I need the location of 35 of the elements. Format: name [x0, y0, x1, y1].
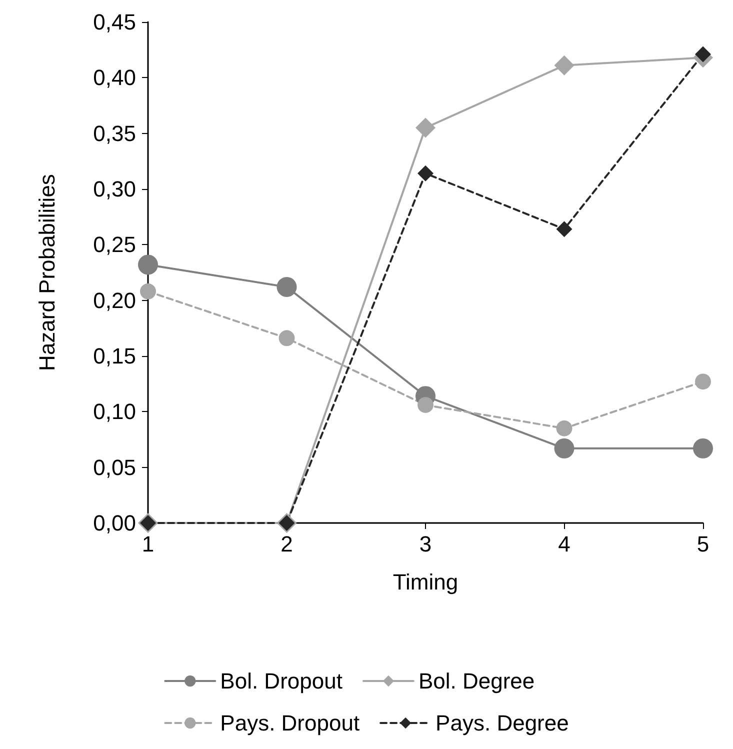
y-tick-label: 0,15 — [93, 344, 136, 368]
point — [276, 276, 297, 297]
y-tick-label: 0,30 — [93, 176, 136, 202]
y-tick-label: 0,05 — [93, 454, 136, 480]
y-tick-label: 0,45 — [93, 10, 136, 34]
point — [695, 374, 711, 390]
x-tick-label: 4 — [558, 532, 570, 556]
point — [554, 55, 574, 76]
point — [140, 283, 156, 300]
legend-label: Pays. Degree — [436, 710, 569, 736]
point — [556, 221, 572, 238]
y-tick-label: 0,20 — [93, 288, 136, 313]
point — [695, 46, 711, 62]
legend-label: Pays. Dropout — [220, 710, 360, 736]
y-tick-label: 0,10 — [93, 399, 136, 424]
y-tick-label: 0,25 — [93, 232, 136, 258]
point — [554, 438, 574, 458]
y-tick-label: 0,00 — [93, 510, 136, 536]
x-tick-label: 3 — [419, 532, 432, 556]
y-axis-title: Hazard Probabilities — [34, 174, 60, 371]
legend-label: Bol. Dropout — [220, 668, 342, 694]
x-axis-title: Timing — [392, 570, 458, 594]
legend-label: Bol. Degree — [418, 668, 535, 694]
point — [418, 396, 434, 413]
y-tick-label: 0,35 — [93, 120, 136, 146]
point — [278, 330, 295, 346]
point — [556, 420, 572, 436]
point — [418, 165, 434, 182]
point — [416, 118, 436, 138]
y-tick-label: 0,40 — [93, 65, 136, 90]
x-tick-label: 5 — [696, 532, 710, 556]
point — [693, 438, 713, 458]
x-tick-label: 1 — [142, 532, 154, 556]
point — [138, 254, 158, 275]
x-tick-label: 2 — [280, 532, 293, 556]
